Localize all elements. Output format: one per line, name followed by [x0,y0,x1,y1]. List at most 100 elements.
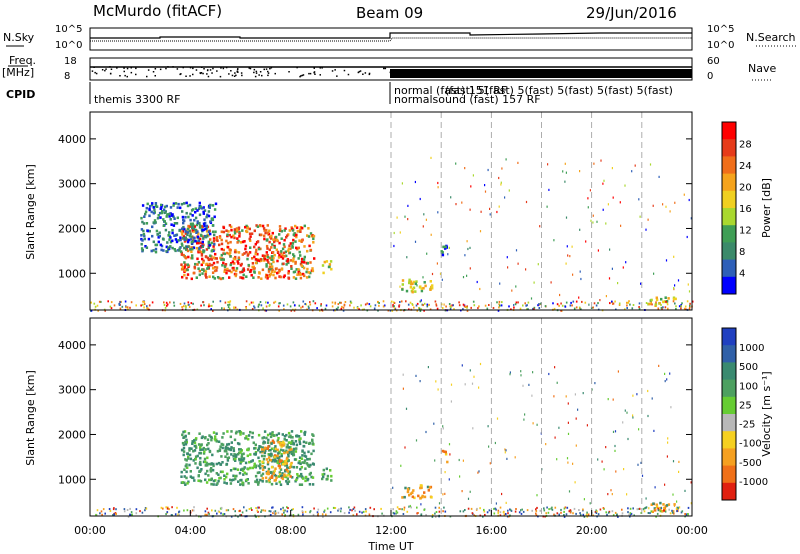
echo-cell [266,224,269,227]
noise-cell [129,513,131,516]
noise-cell [151,301,154,304]
noise-cell [579,513,582,516]
echo-cell [296,473,299,476]
freq-panel: Freq. [MHz] 18 8 Nave 60 0 [2,54,776,82]
echo-cell [203,209,207,212]
freq-dot [302,74,305,76]
echo-cell [264,254,268,258]
echo-cell [282,262,285,266]
echo-cell [247,437,250,441]
noise-cell [208,512,210,515]
echo-cell [301,454,304,457]
scatter-cell [537,263,539,266]
echo-cell [157,214,160,217]
echo-cell [283,473,286,476]
echo-cell [186,263,189,266]
freq-dot [308,72,310,75]
echo-cell [238,235,241,238]
scatter-cell [673,287,675,290]
echo-cell [403,495,406,499]
echo-cell [251,431,254,435]
echo-cell [189,218,192,222]
echo-cell [288,450,291,454]
colorbar-tick-label: -100 [739,439,762,450]
echo-cell [199,241,202,244]
noise-cell [279,302,281,305]
echo-cell [230,441,233,444]
echo-cell [304,479,307,483]
echo-cell [655,503,658,507]
freq-dot [364,72,367,74]
noise-cell [166,303,169,306]
echo-cell [284,469,287,473]
scatter-cell [574,393,576,396]
echo-cell [269,273,273,276]
echo-cell [289,463,292,466]
echo-cell [167,246,170,249]
noise-cell [326,507,329,510]
echo-cell [285,254,288,258]
noise-cell [680,307,682,310]
echo-cell [190,250,193,253]
noise-cell [399,301,401,303]
echo-cell [188,229,191,233]
scatter-cell [554,436,556,439]
echo-cell [143,234,146,238]
noise-cell [382,300,385,303]
echo-cell [309,463,312,467]
echo-cell [234,273,238,276]
echo-cell [213,277,216,280]
noise-cell [423,302,426,305]
freq-dot [255,72,258,74]
echo-cell [192,271,195,275]
noise-cell [123,508,126,511]
echo-cell [181,481,185,484]
echo-cell [146,202,149,206]
echo-cell [253,447,256,450]
echo-cell [212,240,216,243]
echo-cell [300,240,303,243]
echo-cell [257,456,260,460]
echo-cell [313,257,316,260]
noise-cell [624,308,626,311]
noise-cell [165,301,168,304]
noise-cell [518,511,521,514]
noise-cell [362,510,365,513]
echo-cell [193,449,197,452]
noise-cell [599,508,602,511]
scatter-cell [648,507,650,510]
echo-cell [200,443,203,446]
echo-cell [226,241,230,245]
noise-cell [166,304,168,307]
freq-dot [301,74,304,77]
echo-cell [266,433,270,437]
echo-cell [174,249,177,253]
echo-cell [214,252,217,256]
noise-cell [563,514,565,516]
echo-cell [210,482,213,486]
noise-cell [558,304,560,307]
echo-cell [411,491,414,494]
noise-cell [453,308,455,311]
echo-cell [202,249,205,252]
echo-cell [152,206,155,209]
echo-cell [184,458,187,461]
echo-cell [247,263,250,267]
echo-cell [294,479,297,483]
noise-cell [409,301,412,304]
echo-cell [223,474,226,477]
noise-cell [166,507,169,510]
freq-dot [105,68,107,70]
noise-cell [373,508,375,511]
echo-cell [234,248,237,252]
echo-cell [254,258,258,261]
echo-cell [255,464,258,468]
power-colorbar-label: Power [dB] [760,178,773,238]
echo-cell [300,226,304,230]
echo-cell [253,255,256,259]
echo-cell [254,474,258,478]
echo-cell [280,250,283,253]
freq-label-bottom: [MHz] [2,66,34,79]
noise-cell [435,303,437,306]
